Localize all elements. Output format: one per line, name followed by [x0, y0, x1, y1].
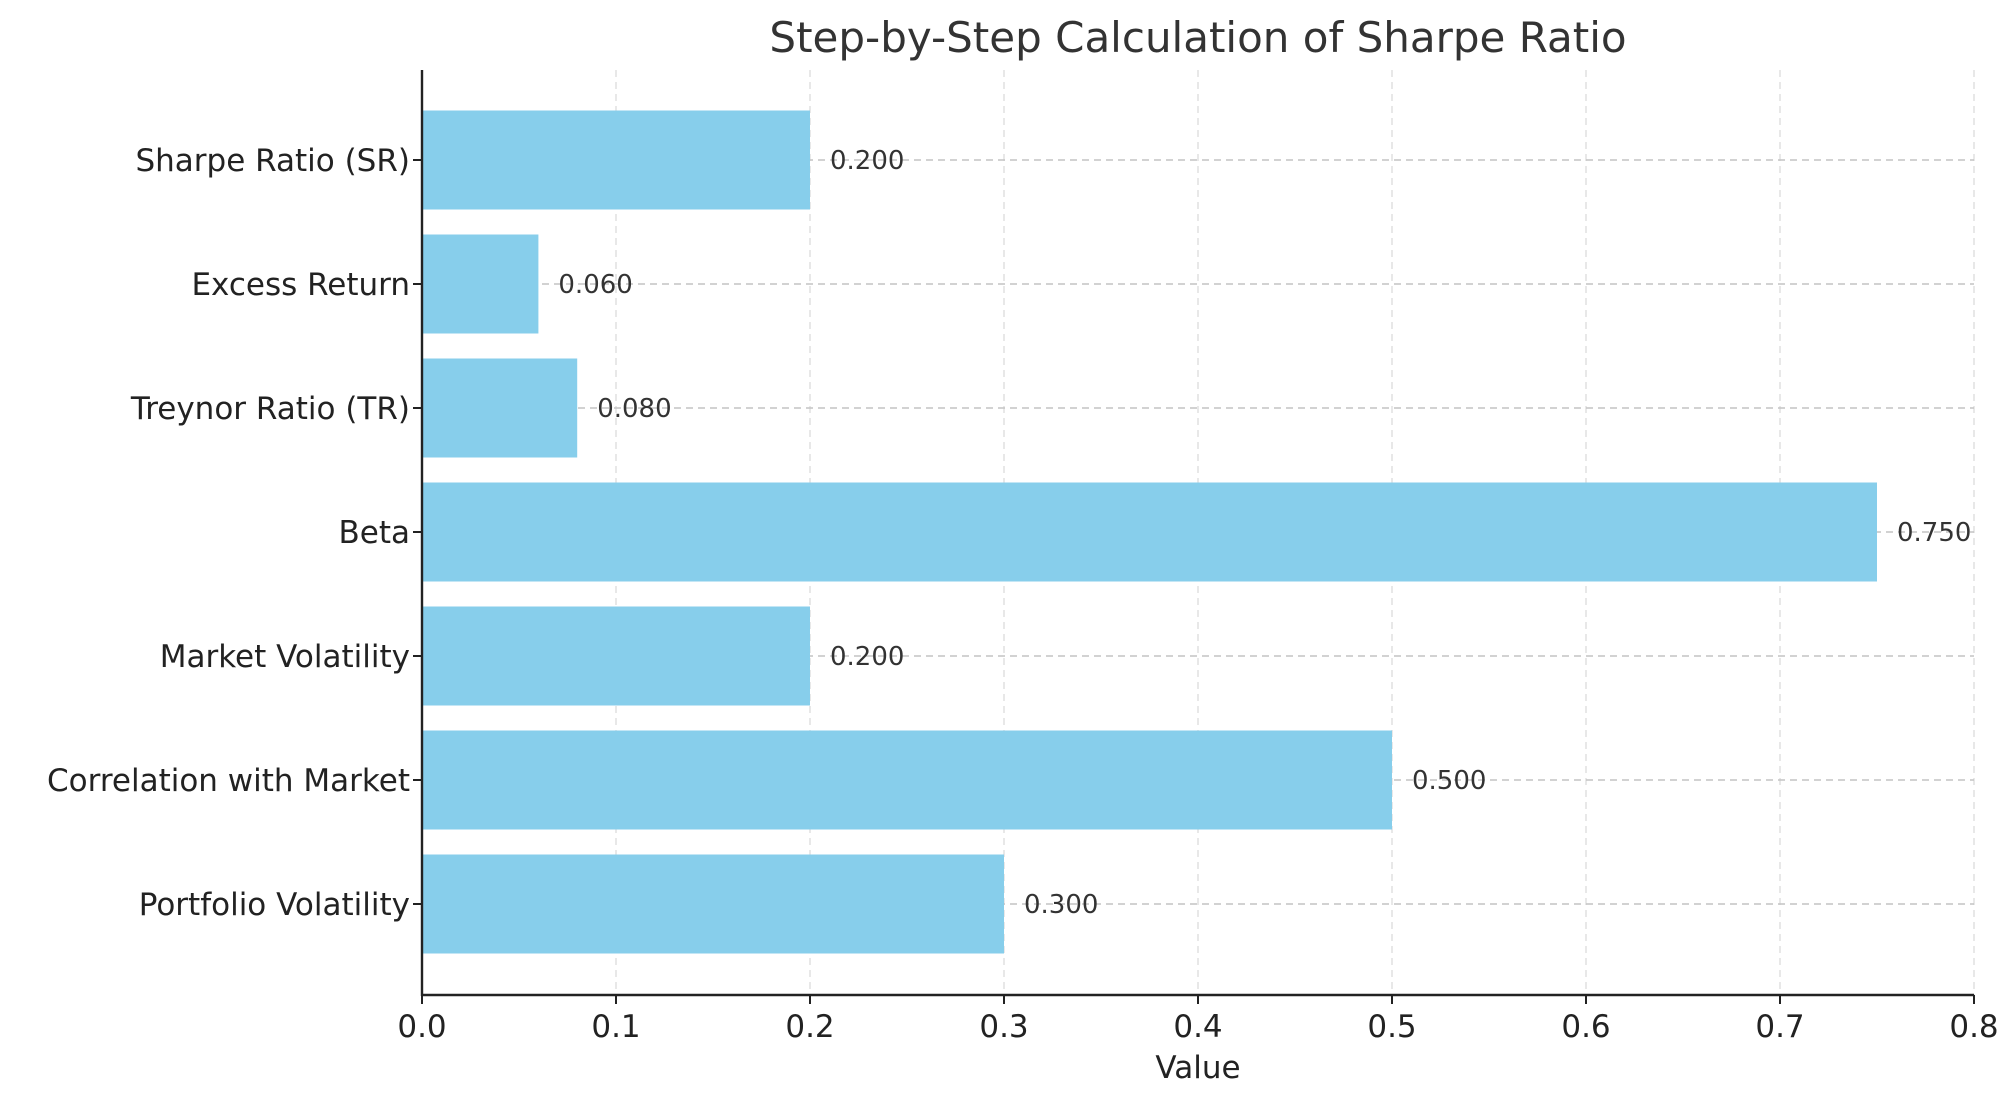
- y-tick-label: Sharpe Ratio (SR): [135, 143, 410, 179]
- x-tick-label: 0.4: [1173, 1009, 1222, 1045]
- bar: [422, 854, 1004, 954]
- x-tick-label: 0.3: [979, 1009, 1028, 1045]
- bar: [422, 482, 1877, 582]
- x-tick-label: 0.2: [785, 1009, 834, 1045]
- bar-value-label: 0.080: [597, 394, 671, 424]
- y-tick-label: Excess Return: [191, 267, 410, 303]
- x-tick-label: 0.0: [397, 1009, 446, 1045]
- x-tick-label: 0.8: [1949, 1009, 1998, 1045]
- x-tick-label: 0.5: [1367, 1009, 1416, 1045]
- bars: [422, 110, 1877, 954]
- bar: [422, 234, 539, 334]
- bar: [422, 606, 810, 706]
- value-labels: 0.300 0.500 0.200 0.750 0.080 0.060 0.200: [558, 146, 1971, 920]
- bar-value-label: 0.200: [830, 146, 904, 176]
- y-tick-label: Market Volatility: [160, 639, 410, 675]
- chart-title: Step-by-Step Calculation of Sharpe Ratio: [769, 13, 1626, 62]
- x-tick-label: 0.6: [1561, 1009, 1610, 1045]
- bar-value-label: 0.300: [1024, 890, 1098, 920]
- x-tick-label: 0.1: [591, 1009, 640, 1045]
- y-tick-label: Beta: [339, 515, 411, 551]
- bar: [422, 730, 1392, 830]
- x-axis-label: Value: [1155, 1050, 1240, 1086]
- y-tick-label: Portfolio Volatility: [139, 887, 410, 923]
- y-tick-label: Treynor Ratio (TR): [130, 391, 410, 427]
- y-tick-label: Correlation with Market: [47, 763, 410, 799]
- bar-value-label: 0.200: [830, 642, 904, 672]
- bar: [422, 358, 578, 458]
- bar-value-label: 0.500: [1412, 766, 1486, 796]
- x-tick-label: 0.7: [1755, 1009, 1804, 1045]
- bar: [422, 110, 810, 210]
- bar-value-label: 0.060: [558, 270, 632, 300]
- axes: Portfolio Volatility Correlation with Mar…: [47, 70, 1999, 1045]
- bar-value-label: 0.750: [1897, 518, 1971, 548]
